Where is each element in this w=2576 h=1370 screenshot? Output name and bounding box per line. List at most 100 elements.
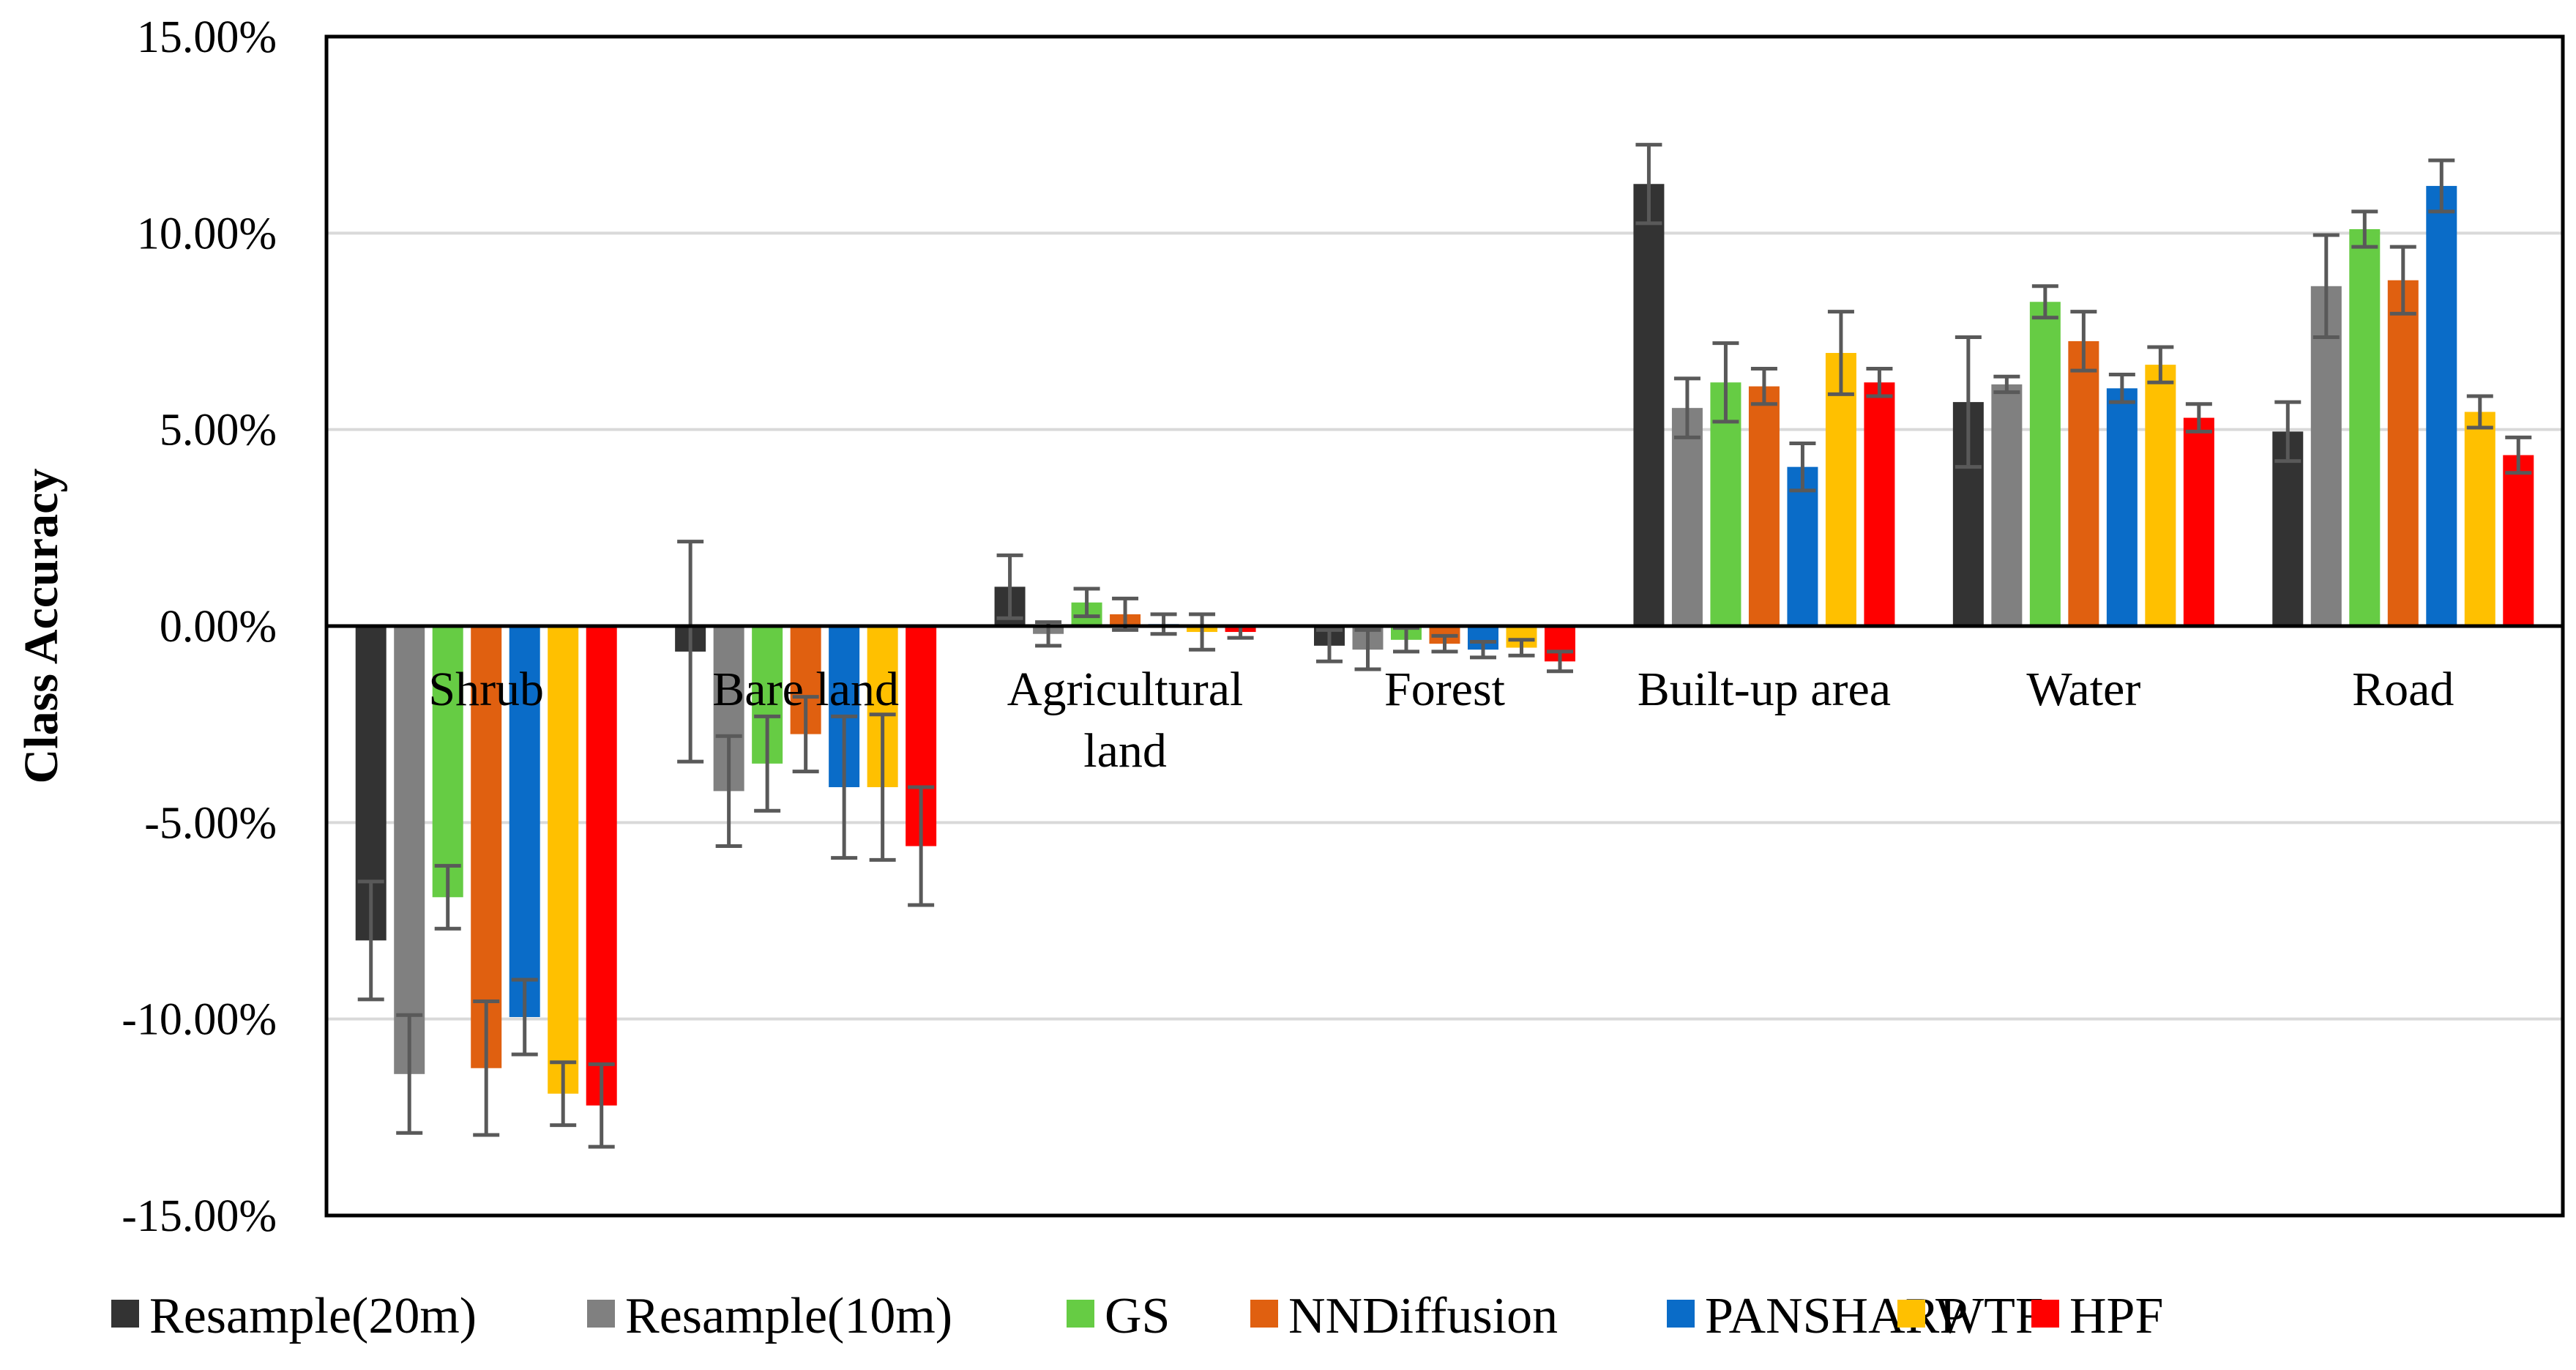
bars <box>355 184 2534 1106</box>
error-bar <box>2070 310 2097 373</box>
error-bar <box>1354 628 1381 671</box>
legend-swatch <box>1250 1300 1278 1328</box>
bar <box>2387 280 2419 626</box>
bar <box>1825 353 1856 626</box>
legend-swatch <box>2031 1300 2059 1328</box>
legend-label: GS <box>1105 1288 1170 1344</box>
bar <box>432 626 463 898</box>
error-bar <box>2147 345 2174 384</box>
error-bar <box>1431 633 1458 654</box>
bar <box>509 626 540 1017</box>
error-bar <box>2185 402 2212 433</box>
error-bar <box>1508 638 1535 658</box>
category-label: Agricultural land <box>1007 663 1244 778</box>
legend-item: Resample(20m) <box>111 1288 477 1344</box>
error-bar <box>2312 233 2340 340</box>
error-bar <box>1866 366 1893 398</box>
y-tick-label: -10.00% <box>122 995 277 1045</box>
error-bar <box>2108 373 2135 404</box>
error-bar <box>1189 612 1216 652</box>
legend-label: Resample(20m) <box>149 1288 477 1344</box>
error-bar <box>908 785 935 907</box>
bar <box>2183 417 2214 626</box>
error-bar <box>550 1060 577 1128</box>
error-bar <box>2505 435 2532 475</box>
category-label: Water <box>2026 663 2140 716</box>
legend-label: WTF <box>1935 1288 2044 1344</box>
y-tick-label: 5.00% <box>160 406 277 455</box>
error-bar <box>1150 612 1177 636</box>
bar <box>1787 466 1818 626</box>
bar <box>394 626 425 1074</box>
bar <box>1748 386 1780 626</box>
category-label: Bare land <box>712 663 899 716</box>
y-tick-label: 10.00% <box>137 209 277 258</box>
category-label: Shrub <box>428 663 544 716</box>
legend-swatch <box>587 1300 615 1328</box>
error-bar <box>2428 158 2455 214</box>
gridlines <box>326 231 2563 1021</box>
error-bar <box>1712 341 1739 424</box>
bar <box>1864 382 1895 626</box>
y-axis-title: Class Accuracy <box>15 469 68 784</box>
error-bar <box>996 553 1023 620</box>
bar <box>1991 384 2023 626</box>
bar <box>2272 431 2304 626</box>
legend-item: HPF <box>2031 1288 2163 1344</box>
legend-label: NNDiffusion <box>1288 1288 1558 1344</box>
bar <box>2464 412 2495 626</box>
bar <box>1671 408 1703 626</box>
legend-label: PANSHARP <box>1705 1288 1968 1344</box>
error-bar <box>511 978 538 1057</box>
bar <box>2106 388 2138 626</box>
bar <box>2068 340 2099 626</box>
error-bar <box>1470 639 1496 660</box>
bar <box>2349 228 2381 626</box>
error-bar <box>588 1062 615 1149</box>
error-bar <box>1789 441 1816 493</box>
error-bar <box>2466 394 2493 430</box>
bar <box>548 626 579 1094</box>
y-tick-label: -15.00% <box>122 1191 277 1241</box>
error-bar <box>831 714 858 860</box>
bar <box>2145 365 2176 626</box>
error-bar <box>1635 143 1662 226</box>
bar <box>2310 286 2342 626</box>
error-bar <box>357 879 384 1002</box>
category-label: Road <box>2352 663 2454 716</box>
error-bar <box>792 695 819 774</box>
bar <box>2029 302 2061 626</box>
error-bar <box>2031 284 2058 320</box>
legend-item: NNDiffusion <box>1250 1288 1558 1344</box>
error-bar <box>715 734 742 849</box>
plot-area-frame <box>324 34 2565 1218</box>
y-tick-label: 15.00% <box>137 12 277 62</box>
y-tick-label: -5.00% <box>144 798 277 848</box>
error-bar <box>434 863 461 931</box>
legend-label: Resample(10m) <box>625 1288 952 1344</box>
legend-swatch <box>1897 1300 1925 1328</box>
error-bar <box>1993 374 2020 395</box>
error-bar <box>754 714 781 813</box>
error-bar <box>1316 628 1343 663</box>
error-bar <box>1955 335 1982 469</box>
legend-swatch <box>1667 1300 1695 1328</box>
bar <box>1633 184 1665 626</box>
error-bar <box>1073 587 1100 619</box>
error-bar <box>2389 245 2416 316</box>
legend-item: WTF <box>1897 1288 2044 1344</box>
error-bar <box>1393 626 1419 654</box>
error-bars <box>357 143 2532 1149</box>
legend-item: Resample(10m) <box>587 1288 952 1344</box>
error-bar <box>473 999 500 1137</box>
y-tick-labels: -15.00% -10.00% -5.00% 0.00% 5.00% 10.00% 15.0… <box>122 12 277 1241</box>
legend-label: HPF <box>2069 1288 2163 1344</box>
error-bar <box>1673 376 1700 439</box>
error-bar <box>2351 209 2378 249</box>
error-bar <box>1750 366 1777 406</box>
bar <box>586 626 617 1106</box>
bar <box>471 626 502 1068</box>
y-tick-label: 0.00% <box>160 602 277 652</box>
error-bar <box>396 1013 423 1135</box>
